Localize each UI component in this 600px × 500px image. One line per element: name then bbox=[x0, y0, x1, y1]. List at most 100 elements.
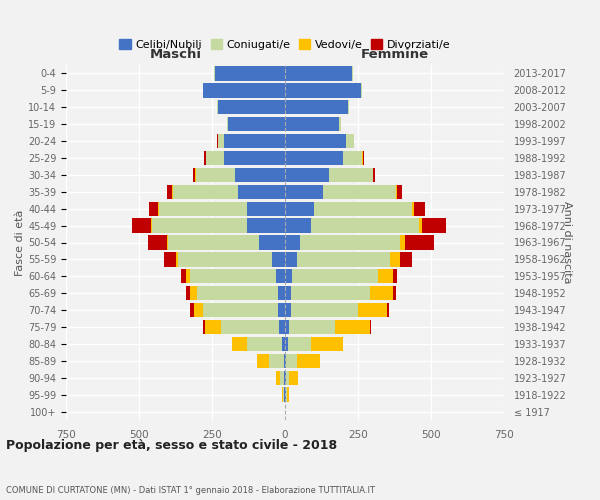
Bar bbox=[173, 184, 238, 199]
Bar bbox=[284, 370, 285, 385]
Bar bbox=[172, 184, 173, 199]
Bar bbox=[288, 336, 311, 351]
Bar bbox=[291, 303, 358, 318]
Bar bbox=[285, 269, 292, 283]
Bar bbox=[363, 151, 364, 165]
Bar bbox=[232, 336, 247, 351]
Bar bbox=[292, 269, 379, 283]
Text: Femmine: Femmine bbox=[361, 48, 428, 62]
Bar bbox=[132, 218, 151, 233]
Bar bbox=[289, 320, 335, 334]
Bar bbox=[238, 184, 285, 199]
Bar bbox=[259, 236, 285, 250]
Bar bbox=[227, 117, 228, 132]
Bar bbox=[379, 269, 393, 283]
Bar bbox=[393, 269, 397, 283]
Bar bbox=[285, 117, 339, 132]
Bar bbox=[390, 252, 400, 266]
Bar bbox=[278, 303, 285, 318]
Bar bbox=[282, 388, 283, 402]
Bar bbox=[314, 202, 412, 216]
Bar bbox=[286, 370, 289, 385]
Bar bbox=[311, 336, 343, 351]
Bar bbox=[203, 303, 278, 318]
Bar bbox=[190, 303, 194, 318]
Bar bbox=[339, 117, 341, 132]
Bar bbox=[160, 202, 247, 216]
Bar bbox=[176, 252, 178, 266]
Bar bbox=[283, 388, 284, 402]
Bar bbox=[329, 168, 373, 182]
Bar bbox=[158, 202, 160, 216]
Bar bbox=[285, 236, 299, 250]
Y-axis label: Anni di nascita: Anni di nascita bbox=[562, 201, 572, 284]
Bar bbox=[152, 218, 247, 233]
Bar bbox=[196, 168, 235, 182]
Text: Maschi: Maschi bbox=[149, 48, 202, 62]
Bar bbox=[405, 236, 434, 250]
Bar bbox=[373, 168, 375, 182]
Bar bbox=[257, 354, 269, 368]
Bar bbox=[278, 286, 285, 300]
Bar bbox=[286, 354, 296, 368]
Bar bbox=[396, 184, 397, 199]
Bar bbox=[276, 370, 280, 385]
Bar bbox=[282, 336, 285, 351]
Bar bbox=[167, 184, 172, 199]
Bar bbox=[186, 286, 190, 300]
Bar bbox=[167, 236, 168, 250]
Bar bbox=[289, 370, 298, 385]
Bar bbox=[285, 202, 314, 216]
Bar bbox=[203, 83, 285, 98]
Bar bbox=[186, 269, 190, 283]
Bar bbox=[419, 218, 422, 233]
Bar bbox=[285, 252, 296, 266]
Bar bbox=[149, 202, 158, 216]
Bar bbox=[415, 202, 425, 216]
Bar bbox=[205, 320, 221, 334]
Bar bbox=[285, 168, 329, 182]
Bar bbox=[194, 303, 203, 318]
Bar bbox=[193, 168, 196, 182]
Bar bbox=[285, 134, 346, 148]
Bar bbox=[285, 370, 286, 385]
Bar bbox=[276, 269, 285, 283]
Bar bbox=[358, 303, 387, 318]
Bar bbox=[164, 252, 176, 266]
Bar bbox=[285, 303, 291, 318]
Bar bbox=[284, 354, 285, 368]
Bar bbox=[178, 252, 272, 266]
Bar bbox=[387, 303, 389, 318]
Bar bbox=[291, 286, 370, 300]
Bar bbox=[203, 320, 205, 334]
Bar bbox=[370, 286, 393, 300]
Text: COMUNE DI CURTATONE (MN) - Dati ISTAT 1° gennaio 2018 - Elaborazione TUTTITALIA.: COMUNE DI CURTATONE (MN) - Dati ISTAT 1°… bbox=[6, 486, 375, 495]
Bar bbox=[148, 236, 167, 250]
Bar bbox=[235, 168, 285, 182]
Bar bbox=[335, 320, 370, 334]
Bar bbox=[221, 320, 279, 334]
Text: Popolazione per età, sesso e stato civile - 2018: Popolazione per età, sesso e stato civil… bbox=[6, 440, 337, 452]
Bar bbox=[400, 252, 412, 266]
Bar bbox=[285, 354, 286, 368]
Bar bbox=[393, 286, 396, 300]
Bar bbox=[286, 388, 287, 402]
Bar bbox=[190, 286, 197, 300]
Bar bbox=[346, 134, 353, 148]
Bar bbox=[285, 336, 288, 351]
Y-axis label: Fasce di età: Fasce di età bbox=[15, 210, 25, 276]
Bar bbox=[280, 370, 284, 385]
Bar bbox=[397, 184, 402, 199]
Legend: Celibi/Nubili, Coniugati/e, Vedovi/e, Divorziati/e: Celibi/Nubili, Coniugati/e, Vedovi/e, Di… bbox=[115, 35, 455, 54]
Bar bbox=[197, 286, 278, 300]
Bar bbox=[285, 151, 343, 165]
Bar bbox=[400, 236, 405, 250]
Bar bbox=[181, 269, 186, 283]
Bar bbox=[422, 218, 446, 233]
Bar bbox=[204, 151, 206, 165]
Bar bbox=[287, 388, 289, 402]
Bar bbox=[311, 218, 419, 233]
Bar bbox=[296, 354, 320, 368]
Bar bbox=[285, 286, 291, 300]
Bar bbox=[247, 202, 285, 216]
